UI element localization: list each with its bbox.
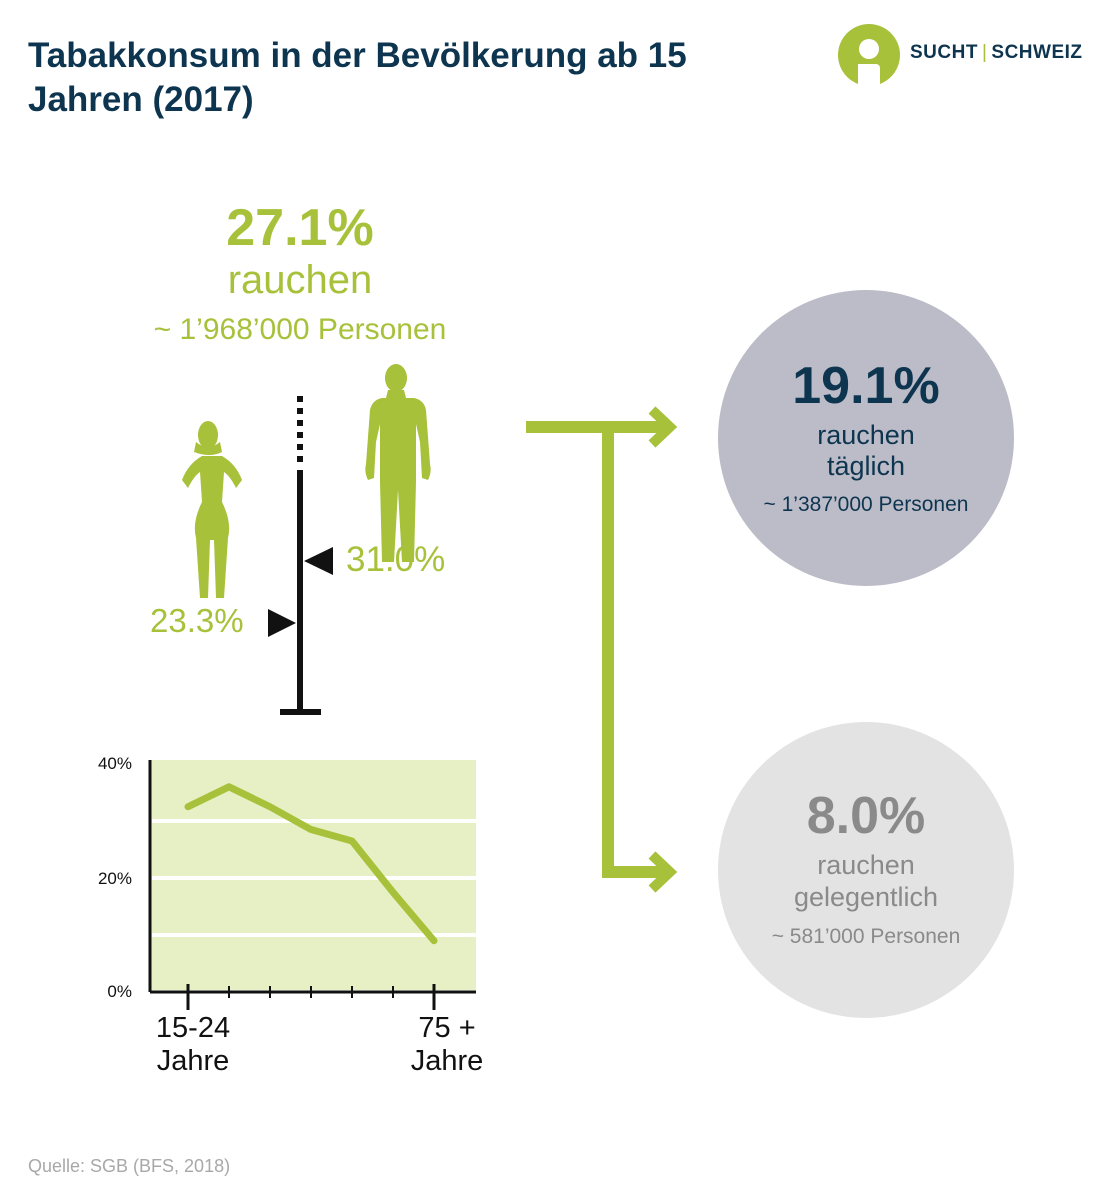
total-label: rauchen bbox=[227, 258, 373, 302]
x-first-line2: Jahre bbox=[156, 1045, 230, 1077]
occasional-percent: 8.0% bbox=[806, 787, 926, 845]
age-line-chart bbox=[148, 760, 476, 1010]
x-last-line1: 75 + bbox=[418, 1012, 476, 1044]
occasional-label-1: rauchen bbox=[817, 850, 915, 880]
sucht-schweiz-logo-icon bbox=[838, 24, 900, 86]
arrow-right-icon bbox=[648, 851, 678, 893]
logo-text-right: SCHWEIZ bbox=[991, 42, 1083, 63]
x-tick-label-first: 15-24 Jahre bbox=[133, 1012, 253, 1078]
man-icon bbox=[365, 364, 431, 562]
occasional-smokers-circle: 8.0% rauchen gelegentlich ~ 581’000 Pers… bbox=[718, 722, 1014, 1018]
y-tick-label: 40% bbox=[97, 754, 132, 773]
men-percent: 31.0% bbox=[346, 540, 446, 579]
logo-separator: | bbox=[981, 42, 988, 63]
daily-percent: 19.1% bbox=[792, 357, 940, 415]
y-tick-label: 0% bbox=[107, 982, 132, 1001]
woman-icon bbox=[182, 421, 242, 598]
chart-series-line bbox=[184, 783, 438, 945]
gender-scale bbox=[182, 364, 431, 715]
source-note: Quelle: SGB (BFS, 2018) bbox=[28, 1156, 231, 1176]
daily-persons: ~ 1’387’000 Personen bbox=[763, 493, 969, 516]
daily-label-2: täglich bbox=[826, 451, 906, 481]
men-marker-icon bbox=[304, 547, 333, 575]
split-connector bbox=[526, 406, 678, 893]
arrow-right-icon bbox=[648, 406, 678, 448]
women-percent: 23.3% bbox=[150, 602, 244, 639]
x-last-line2: Jahre bbox=[410, 1045, 484, 1077]
occasional-label-2: gelegentlich bbox=[793, 882, 939, 912]
total-percent: 27.1% bbox=[226, 199, 374, 257]
connector-bottom-line bbox=[602, 427, 668, 878]
logo-text-left: SUCHT bbox=[910, 42, 978, 63]
occasional-persons: ~ 581’000 Personen bbox=[771, 925, 961, 948]
women-marker-icon bbox=[268, 609, 296, 637]
x-tick-label-last: 75 + Jahre bbox=[387, 1012, 507, 1078]
chart-background bbox=[150, 760, 476, 990]
logo-text: SUCHT | SCHWEIZ bbox=[910, 42, 1083, 64]
x-first-line1: 15-24 bbox=[155, 1012, 231, 1044]
daily-smokers-circle: 19.1% rauchen täglich ~ 1’387’000 Person… bbox=[718, 290, 1014, 586]
y-tick-label: 20% bbox=[97, 869, 132, 888]
daily-label-1: rauchen bbox=[817, 420, 915, 450]
total-persons: ~ 1’968’000 Personen bbox=[153, 313, 447, 346]
page-title: Tabakkonsum in der Bevölkerung ab 15 Jah… bbox=[28, 36, 687, 119]
